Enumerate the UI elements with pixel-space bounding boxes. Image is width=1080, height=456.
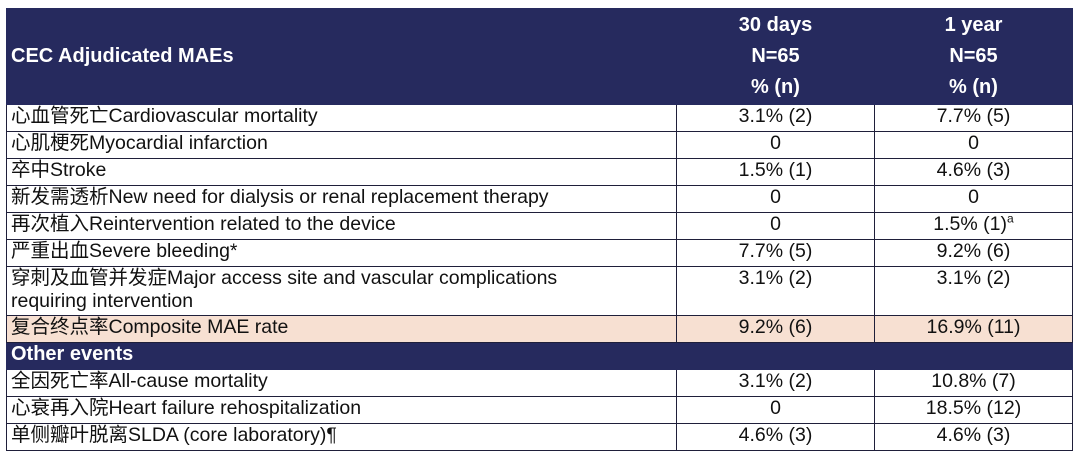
row-label: 心血管死亡Cardiovascular mortality <box>6 104 677 132</box>
row-label: 严重出血Severe bleeding* <box>6 239 677 267</box>
section-header-row: Other events <box>6 342 1073 370</box>
row-30-days-value: 3.1% (2) <box>676 104 875 132</box>
row-1-year-value: 10.8% (7) <box>874 369 1073 397</box>
header-30-days-n: N=65 <box>751 45 800 67</box>
footnote-marker: a <box>1007 211 1014 226</box>
table-row: 心肌梗死Myocardial infarction 0 0 <box>6 131 1073 159</box>
header-1-year-period: 1 year <box>944 14 1003 36</box>
row-1-year-value: 7.7% (5) <box>874 104 1073 132</box>
table-row: 新发需透析New need for dialysis or renal repl… <box>6 185 1073 213</box>
row-1-year-cell: 1.5% (1)a <box>874 211 1073 240</box>
table-row: 全因死亡率All-cause mortality 3.1% (2) 10.8% … <box>6 369 1073 397</box>
table-row: 严重出血Severe bleeding* 7.7% (5) 9.2% (6) <box>6 239 1073 267</box>
header-1-year: 1 year N=65 % (n) <box>874 8 1073 105</box>
table-row: 心血管死亡Cardiovascular mortality 3.1% (2) 7… <box>6 104 1073 132</box>
table-header-row: CEC Adjudicated MAEs 30 days N=65 % (n) … <box>6 8 1073 105</box>
mae-table: CEC Adjudicated MAEs 30 days N=65 % (n) … <box>6 8 1073 451</box>
row-label-line-2: requiring intervention <box>11 290 194 312</box>
table-row: 单侧瓣叶脱离SLDA (core laboratory)¶ 4.6% (3) 4… <box>6 423 1073 451</box>
row-30-days-value: 7.7% (5) <box>676 239 875 267</box>
row-1-year-value: 9.2% (6) <box>874 239 1073 267</box>
row-label: 全因死亡率All-cause mortality <box>6 369 677 397</box>
row-1-year-value: 0 <box>874 185 1073 213</box>
header-label: CEC Adjudicated MAEs <box>6 8 677 105</box>
row-label: 心衰再入院Heart failure rehospitalization <box>6 396 677 424</box>
row-1-year-value: 4.6% (3) <box>874 158 1073 186</box>
table-row: 卒中Stroke 1.5% (1) 4.6% (3) <box>6 158 1073 186</box>
row-1-year-value: 1.5% (1) <box>933 213 1007 235</box>
header-30-days-period: 30 days <box>738 14 813 36</box>
row-30-days-value: 1.5% (1) <box>676 158 875 186</box>
row-30-days-value: 0 <box>676 185 875 213</box>
row-30-days-value: 4.6% (3) <box>676 423 875 451</box>
row-1-year-value: 3.1% (2) <box>874 266 1073 316</box>
row-1-year-value: 4.6% (3) <box>874 423 1073 451</box>
header-30-days: 30 days N=65 % (n) <box>676 8 875 105</box>
row-label: 穿刺及血管并发症Major access site and vascular c… <box>6 266 677 316</box>
table-row: 穿刺及血管并发症Major access site and vascular c… <box>6 266 1073 316</box>
header-1-year-unit: % (n) <box>949 76 998 98</box>
row-label: 再次植入Reintervention related to the device <box>6 212 677 240</box>
composite-row: 复合终点率Composite MAE rate 9.2% (6) 16.9% (… <box>6 315 1073 343</box>
row-label: 卒中Stroke <box>6 158 677 186</box>
row-label: 心肌梗死Myocardial infarction <box>6 131 677 159</box>
row-label: 单侧瓣叶脱离SLDA (core laboratory)¶ <box>6 423 677 451</box>
row-30-days-value: 3.1% (2) <box>676 369 875 397</box>
mae-table-container: CEC Adjudicated MAEs 30 days N=65 % (n) … <box>6 8 1073 451</box>
row-1-year-value: 0 <box>874 131 1073 159</box>
row-30-days-value: 0 <box>676 212 875 240</box>
row-label: 新发需透析New need for dialysis or renal repl… <box>6 185 677 213</box>
header-30-days-unit: % (n) <box>751 76 800 98</box>
table-row: 心衰再入院Heart failure rehospitalization 0 1… <box>6 396 1073 424</box>
header-1-year-n: N=65 <box>949 45 998 67</box>
row-30-days-value: 3.1% (2) <box>676 266 875 316</box>
table-row: 再次植入Reintervention related to the device… <box>6 211 1073 240</box>
row-label: 复合终点率Composite MAE rate <box>6 315 677 343</box>
row-label-line-1: 穿刺及血管并发症Major access site and vascular c… <box>11 267 558 289</box>
row-30-days-value: 9.2% (6) <box>676 315 875 343</box>
section-title: Other events <box>6 342 1073 370</box>
row-30-days-value: 0 <box>676 131 875 159</box>
row-1-year-value: 16.9% (11) <box>874 315 1073 343</box>
row-1-year-value: 18.5% (12) <box>874 396 1073 424</box>
row-30-days-value: 0 <box>676 396 875 424</box>
